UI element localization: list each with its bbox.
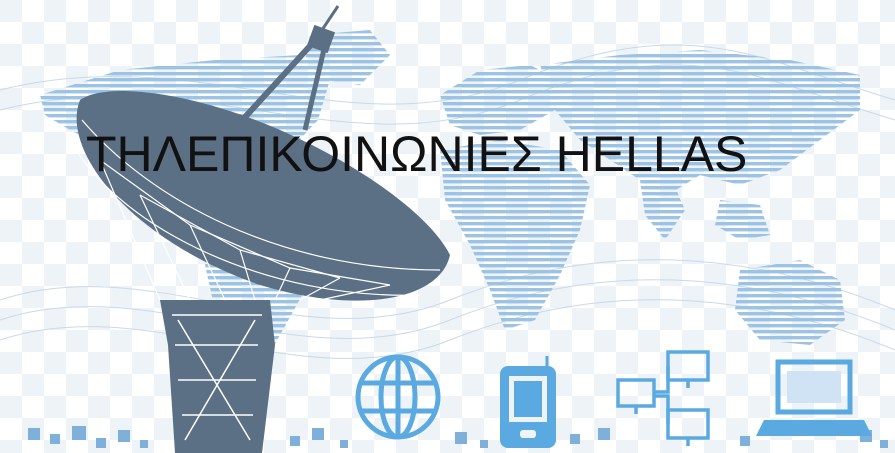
- network-computers-icon: [616, 350, 710, 446]
- banner-title: ΤΗΛΕΠΙΚΟΙΝΩΝΙΕΣ HELLAS: [86, 126, 748, 182]
- laptop-icon: [756, 359, 872, 436]
- mobile-phone-icon: [500, 356, 556, 448]
- globe-icon: [355, 354, 441, 440]
- satellite-dish-icon: [69, 5, 450, 453]
- pixel-strip: [28, 426, 888, 448]
